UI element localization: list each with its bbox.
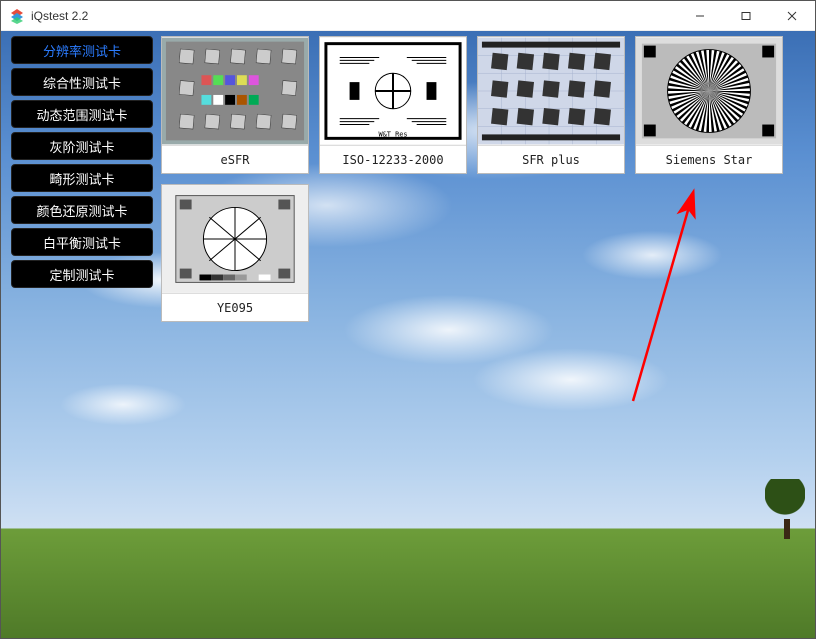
close-button[interactable] [769,1,815,31]
app-window: iQstest 2.2 分辨率测试卡综合性测试卡动态范围测试卡灰阶测试卡畸形测试… [0,0,816,639]
chart-card-label: SFR plus [478,145,624,173]
chart-card-sfrplus[interactable]: SFR plus [477,36,625,174]
category-sidebar: 分辨率测试卡综合性测试卡动态范围测试卡灰阶测试卡畸形测试卡颜色还原测试卡白平衡测… [11,36,153,288]
chart-thumbnail [162,185,308,293]
sidebar-item-1[interactable]: 综合性测试卡 [11,68,153,96]
chart-card-grid: eSFR ISO-12233-2000 SFR plus Siemens Star YE… [161,36,805,322]
sidebar-item-5[interactable]: 颜色还原测试卡 [11,196,153,224]
maximize-button[interactable] [723,1,769,31]
content-area: 分辨率测试卡综合性测试卡动态范围测试卡灰阶测试卡畸形测试卡颜色还原测试卡白平衡测… [1,31,815,638]
chart-thumbnail [478,37,624,145]
sidebar-item-6[interactable]: 白平衡测试卡 [11,228,153,256]
app-title: iQstest 2.2 [31,9,88,23]
chart-thumbnail [320,37,466,145]
window-controls [677,1,815,31]
sidebar-item-4[interactable]: 畸形测试卡 [11,164,153,192]
chart-card-iso12233[interactable]: ISO-12233-2000 [319,36,467,174]
sidebar-item-7[interactable]: 定制测试卡 [11,260,153,288]
chart-thumbnail [162,37,308,145]
app-icon [9,8,25,24]
sidebar-item-3[interactable]: 灰阶测试卡 [11,132,153,160]
sidebar-item-2[interactable]: 动态范围测试卡 [11,100,153,128]
chart-card-label: YE095 [162,293,308,321]
chart-card-esfr[interactable]: eSFR [161,36,309,174]
chart-card-label: ISO-12233-2000 [320,145,466,173]
chart-card-label: eSFR [162,145,308,173]
chart-card-siemens[interactable]: Siemens Star [635,36,783,174]
sidebar-item-0[interactable]: 分辨率测试卡 [11,36,153,64]
minimize-button[interactable] [677,1,723,31]
chart-card-label: Siemens Star [636,145,782,173]
chart-card-ye095[interactable]: YE095 [161,184,309,322]
chart-thumbnail [636,37,782,145]
title-bar: iQstest 2.2 [1,1,815,31]
background-tree [765,479,805,529]
